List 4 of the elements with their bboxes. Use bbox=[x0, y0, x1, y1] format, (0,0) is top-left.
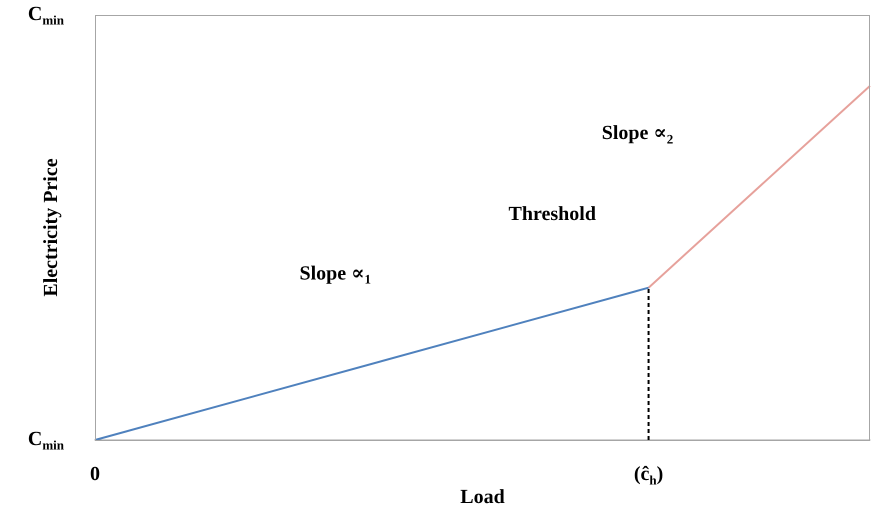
x-axis-title: Load bbox=[460, 486, 505, 508]
annotation: Threshold bbox=[508, 202, 596, 225]
x-tick-label: 0 bbox=[90, 463, 100, 486]
y-axis-title: Electricity Price bbox=[40, 158, 62, 297]
